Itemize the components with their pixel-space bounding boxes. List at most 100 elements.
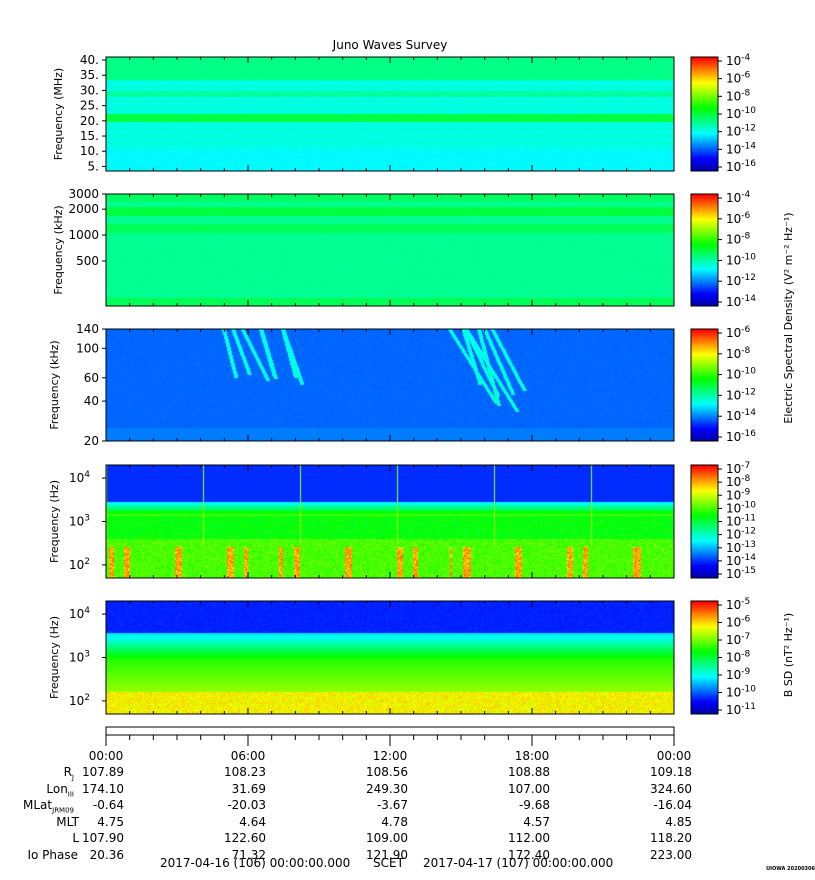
colorbar-tick-label: 10-7 [726,632,750,647]
colorbar-frame-hfr-high [690,56,719,172]
ephemeris-value: 4.75 [97,814,124,829]
y-tick-label: 3000 [68,187,99,201]
colorbar-tick-label: 10-4 [726,190,751,205]
electric-colorbar-label: Electric Spectral Density (V² m⁻² Hz⁻¹) [782,212,795,423]
panel-frame-lfr-high [105,328,675,442]
footer-start-time: 2017-04-16 (106) 00:00:00.000 [160,856,351,870]
y-tick-label: 140 [76,322,99,336]
ephemeris-value: 249.30 [366,781,408,796]
footer-scet-label: SCET [373,856,404,870]
ephemeris-label-subscript: III [67,789,74,798]
colorbar-tick-label: 10-6 [726,71,751,86]
colorbar-tick-label: 10-6 [726,211,751,226]
ephemeris-value: 174.10 [82,781,124,796]
ephemeris-value: -0.64 [92,798,124,812]
colorbar-tick-label: 10-6 [726,325,751,340]
ephemeris-label: MLatJRM09 [23,798,74,815]
time-tick-label: 12:00 [373,749,408,763]
colorbar-tick-label: 10-10 [726,106,756,121]
ephemeris-row: MLatJRM09 -0.64 -20.03 -3.67 -9.68 -16.04 [0,798,815,814]
colorbar-tick-label: 10-8 [726,88,751,103]
y-tick-label: 20 [84,434,99,448]
ephemeris-value: 31.69 [231,781,266,796]
colorbar-tick-label: 10-12 [726,387,756,402]
y-axis-label: Frequency (Hz) [48,616,61,699]
y-tick-label: 100 [76,341,99,355]
colorbar-tick-label: 10-10 [726,252,756,267]
ephemeris-label: MLT [56,814,79,829]
credit-label: UIOWA 20200306 [766,866,815,872]
ephemeris-value: -16.04 [653,798,692,812]
ephemeris-value: -9.68 [518,798,550,812]
ephemeris-label: LonIII [46,781,74,798]
ephemeris-value: 109.18 [650,765,692,779]
chart-title: Juno Waves Survey [332,38,448,52]
ephemeris-value: 107.89 [82,765,124,779]
colorbar-tick-label: 10-10 [726,367,756,382]
ephemeris-value: 109.00 [366,831,408,845]
colorbar-tick-label: 10-15 [726,566,756,581]
ephemeris-label-subscript: J [71,773,74,782]
time-axis-strip [105,726,675,736]
ephemeris-row: MLT 4.75 4.64 4.78 4.57 4.85 [0,815,815,831]
ephemeris-value: 108.88 [508,765,550,779]
colorbar-tick-label: 10-4 [726,53,751,68]
time-tick-label: 00:00 [657,749,692,763]
y-tick-label: 104 [69,606,90,621]
ephemeris-row: Io Phase 20.36 71.32 121.90 172.40 223.00 [0,848,815,864]
y-axis-label: Frequency (kHz) [48,340,61,429]
footer-end-time: 2017-04-17 (107) 00:00:00.000 [423,856,614,870]
y-tick-label: 5. [88,159,99,173]
ephemeris-label: Io Phase [27,847,78,862]
ephemeris-value: 4.57 [523,814,550,829]
y-tick-label: 40. [80,53,99,67]
y-tick-label: 102 [69,557,90,572]
colorbar-frame-lfr-magnetic [690,600,719,715]
colorbar-tick-label: 10-12 [726,124,756,139]
ephemeris-row: RJ 107.89 108.23 108.56 108.88 109.18 [0,765,815,781]
colorbar-tick-label: 10-8 [726,346,751,361]
colorbar-tick-label: 10-5 [726,597,750,612]
y-tick-label: 30. [80,83,99,97]
ephemeris-row: L 107.90 122.60 109.00 112.00 118.20 [0,831,815,847]
time-tick-label: 06:00 [231,749,266,763]
y-tick-label: 10. [80,144,99,158]
ephemeris-value: 121.90 [366,847,408,862]
y-tick-label: 1000 [68,228,99,242]
y-tick-label: 102 [69,693,90,708]
y-axis-label: Frequency (kHz) [52,205,65,294]
y-tick-label: 15. [80,129,99,143]
colorbar-frame-hfr-low [690,193,719,307]
ephemeris-value: -20.03 [227,798,266,812]
y-tick-label: 25. [80,99,99,113]
y-tick-label: 103 [69,650,90,665]
ephemeris-value: 4.64 [239,814,266,829]
ephemeris-value: 172.40 [508,847,550,862]
ephemeris-row: LonIII 174.10 31.69 249.30 107.00 324.60 [0,782,815,798]
ephemeris-value: 71.32 [231,847,266,862]
y-tick-label: 103 [69,514,90,529]
colorbar-tick-label: 10-14 [726,141,756,156]
y-tick-label: 60 [84,371,99,385]
y-axis-label: Frequency (Hz) [48,480,61,563]
colorbar-tick-label: 10-9 [726,667,751,682]
panel-frame-hfr-high [105,56,675,172]
colorbar-tick-label: 10-12 [726,273,756,288]
colorbar-tick-label: 10-8 [726,650,751,665]
ephemeris-value: -3.67 [376,798,408,812]
ephemeris-value: 107.00 [508,781,550,796]
y-tick-label: 500 [76,254,99,268]
colorbar-frame-lfr-low [690,464,719,579]
colorbar-tick-label: 10-6 [726,615,751,630]
panel-frame-hfr-low [105,193,675,307]
ephemeris-label: L [72,831,79,845]
y-tick-label: 104 [69,470,90,485]
colorbar-tick-label: 10-14 [726,294,756,309]
ephemeris-value: 112.00 [508,831,550,845]
ephemeris-value: 118.20 [650,831,692,845]
colorbar-tick-label: 10-16 [726,429,756,444]
ephemeris-value: 108.56 [366,765,408,779]
y-tick-label: 40 [84,394,99,408]
